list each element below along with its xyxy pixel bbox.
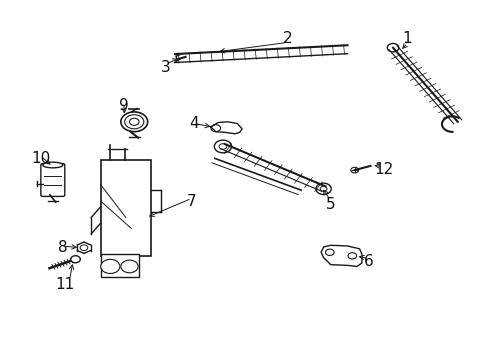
- Text: 2: 2: [282, 31, 292, 46]
- FancyBboxPatch shape: [41, 163, 64, 197]
- Text: 6: 6: [364, 254, 373, 269]
- Text: 10: 10: [31, 151, 50, 166]
- Circle shape: [350, 167, 358, 173]
- Text: 4: 4: [189, 116, 199, 131]
- Bar: [101, 254, 139, 277]
- Circle shape: [124, 115, 143, 129]
- Text: 7: 7: [186, 194, 196, 209]
- Circle shape: [347, 253, 356, 259]
- Circle shape: [121, 112, 147, 132]
- Text: 11: 11: [55, 276, 74, 292]
- Text: 5: 5: [325, 197, 335, 212]
- Text: 12: 12: [373, 162, 392, 177]
- Circle shape: [325, 249, 333, 256]
- Text: 3: 3: [160, 60, 170, 75]
- Text: 1: 1: [402, 31, 411, 46]
- Polygon shape: [321, 245, 361, 266]
- Circle shape: [121, 260, 138, 273]
- Circle shape: [101, 259, 120, 274]
- Bar: [101, 159, 151, 256]
- Text: 8: 8: [58, 239, 67, 255]
- Circle shape: [71, 256, 80, 263]
- Ellipse shape: [42, 162, 63, 168]
- Text: 9: 9: [119, 98, 128, 113]
